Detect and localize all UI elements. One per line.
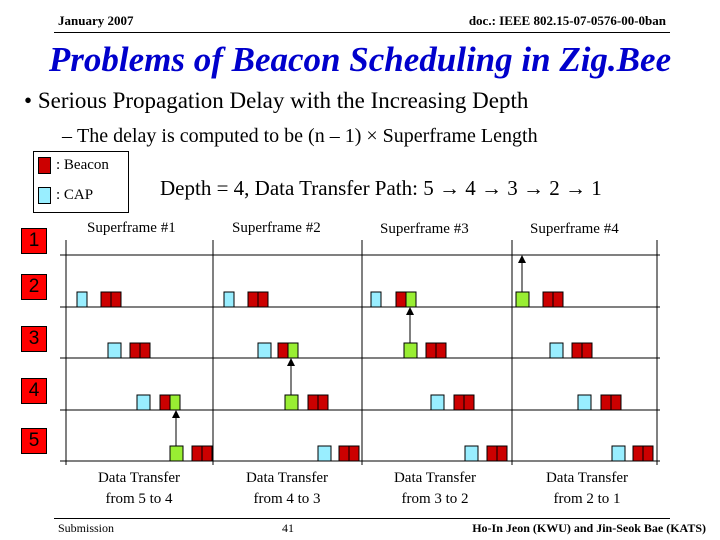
cap-slot	[549, 342, 564, 359]
beacon-slot	[435, 342, 447, 359]
footer-submission: Submission	[58, 521, 115, 535]
caption-line2: from 4 to 3	[253, 491, 321, 507]
beacon-slot	[338, 445, 350, 462]
cap-slot	[223, 291, 235, 308]
beacon-slot	[581, 342, 593, 359]
caption-2-to-1: Data Transfer from 2 to 1	[512, 468, 662, 510]
beacon-slot	[642, 445, 654, 462]
beacon-slot	[632, 445, 644, 462]
node-5-label: 5	[21, 428, 47, 454]
header-doc-id: doc.: IEEE 802.15-07-0576-00-0ban	[468, 13, 666, 28]
data-slot	[169, 394, 181, 411]
beacon-slot	[201, 445, 213, 462]
beacon-swatch	[38, 157, 51, 174]
beacon-slot	[277, 342, 289, 359]
data-slot	[169, 445, 184, 462]
beacon-slot	[307, 394, 319, 411]
beacon-slot	[486, 445, 498, 462]
bullet-dot: •	[24, 88, 38, 113]
header-date: January 2007	[58, 13, 134, 28]
cap-slot	[464, 445, 479, 462]
beacon-slot	[552, 291, 564, 308]
beacon-slot	[257, 291, 269, 308]
header-rule	[54, 32, 670, 33]
beacon-slot	[110, 291, 122, 308]
beacon-slot	[463, 394, 475, 411]
beacon-slot	[425, 342, 437, 359]
subbullet-1: – The delay is computed to be (n – 1) × …	[62, 125, 538, 148]
beacon-slot	[129, 342, 141, 359]
subbullet-1-text: The delay is computed to be (n – 1) × Su…	[77, 125, 538, 147]
bullet-1-text: Serious Propagation Delay with the Incre…	[37, 88, 529, 113]
cap-swatch	[38, 187, 51, 204]
data-slot	[515, 291, 530, 308]
cap-slot	[107, 342, 122, 359]
beacon-slot	[496, 445, 508, 462]
legend-cap-label: : CAP	[56, 187, 94, 203]
bullet-1: • Serious Propagation Delay with the Inc…	[24, 88, 528, 114]
cap-slot	[317, 445, 332, 462]
beacon-slot	[159, 394, 171, 411]
data-slot	[287, 342, 299, 359]
beacon-slot	[317, 394, 329, 411]
node-4-label: 4	[21, 378, 47, 404]
beacon-slot	[453, 394, 465, 411]
caption-line1: Data Transfer	[97, 470, 181, 486]
slide-title: Problems of Beacon Scheduling in Zig.Bee	[48, 40, 672, 79]
superframe-4-label: Superframe #4	[530, 221, 619, 237]
superframe-2-label: Superframe #2	[232, 220, 321, 236]
cap-slot	[577, 394, 592, 411]
cap-slot	[257, 342, 272, 359]
beacon-slot	[191, 445, 203, 462]
caption-3-to-2: Data Transfer from 3 to 2	[360, 468, 510, 510]
beacon-slot	[571, 342, 583, 359]
data-slot	[405, 291, 417, 308]
depth-path-text: Depth = 4, Data Transfer Path: 5 → 4 → 3…	[160, 176, 602, 200]
cap-slot	[370, 291, 382, 308]
cap-slot	[136, 394, 151, 411]
node-3-label: 3	[21, 326, 47, 352]
caption-line1: Data Transfer	[393, 470, 477, 486]
node-1-label: 1	[21, 228, 47, 254]
footer-rule	[54, 518, 670, 519]
footer-page-number: 41	[282, 521, 294, 535]
caption-5-to-4: Data Transfer from 5 to 4	[64, 468, 214, 510]
beacon-slot	[542, 291, 554, 308]
beacon-slot	[600, 394, 612, 411]
cap-slot	[76, 291, 88, 308]
subbullet-dash: –	[62, 125, 77, 147]
beacon-slot	[610, 394, 622, 411]
beacon-slot	[348, 445, 360, 462]
cap-slot	[611, 445, 626, 462]
caption-4-to-3: Data Transfer from 4 to 3	[212, 468, 362, 510]
beacon-slot	[395, 291, 407, 308]
caption-line2: from 3 to 2	[401, 491, 469, 507]
legend: : Beacon : CAP	[33, 151, 129, 213]
node-2-label: 2	[21, 274, 47, 300]
beacon-slot	[139, 342, 151, 359]
caption-line2: from 2 to 1	[553, 491, 621, 507]
legend-beacon-label: : Beacon	[56, 157, 109, 173]
caption-line1: Data Transfer	[545, 470, 629, 486]
data-slot	[284, 394, 299, 411]
beacon-slot	[247, 291, 259, 308]
beacon-slot	[100, 291, 112, 308]
cap-slot	[430, 394, 445, 411]
caption-line2: from 5 to 4	[105, 491, 173, 507]
caption-line1: Data Transfer	[245, 470, 329, 486]
footer-authors: Ho-In Jeon (KWU) and Jin-Seok Bae (KATS)	[472, 521, 706, 535]
superframe-3-label: Superframe #3	[380, 221, 469, 237]
superframe-1-label: Superframe #1	[87, 220, 176, 236]
data-slot	[403, 342, 418, 359]
